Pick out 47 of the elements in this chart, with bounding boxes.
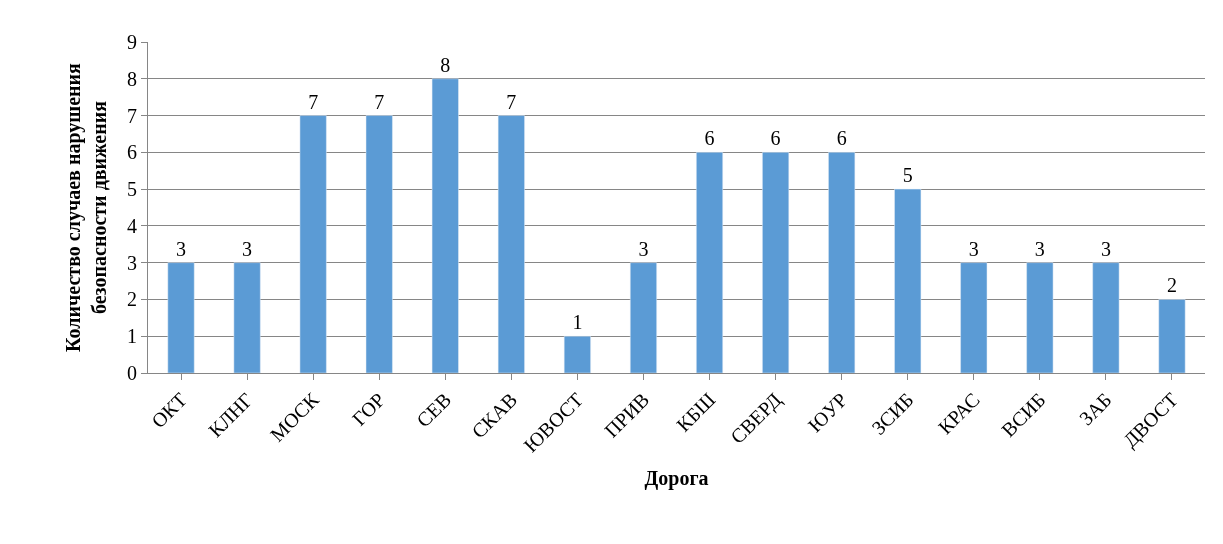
data-label: 3: [176, 237, 187, 260]
data-label: 6: [704, 127, 715, 150]
bar: [431, 78, 459, 373]
data-label: 7: [506, 90, 517, 113]
bar: [1026, 262, 1054, 373]
data-label: 3: [1100, 237, 1111, 260]
data-label: 7: [308, 90, 319, 113]
data-label: 2: [1166, 274, 1177, 297]
y-tick-label: 0: [127, 362, 137, 384]
data-label: 3: [638, 237, 649, 260]
y-tick-label: 8: [127, 67, 137, 90]
data-label: 7: [374, 90, 385, 113]
y-tick-label: 9: [127, 31, 137, 53]
x-tick-label: ГОР: [347, 388, 390, 430]
data-label: 3: [242, 237, 253, 260]
data-label: 6: [836, 127, 847, 150]
y-axis-title: Количество случаев нарушения безопасности движения: [61, 62, 110, 352]
y-tick-label: 3: [127, 251, 137, 274]
bar: [1092, 262, 1120, 373]
x-tick-label: ЗАБ: [1074, 388, 1116, 430]
data-label: 8: [440, 53, 451, 76]
bar: [167, 262, 195, 373]
bar: [1158, 299, 1186, 373]
bar: [762, 152, 790, 373]
y-tick-label: 5: [127, 178, 137, 201]
y-tick-label: 6: [127, 141, 137, 164]
data-label: 3: [968, 237, 979, 260]
bar: [960, 262, 988, 373]
y-tick-label: 4: [127, 214, 137, 237]
y-tick-label: 7: [127, 104, 137, 127]
data-label: 5: [902, 164, 913, 187]
bar: [894, 188, 922, 373]
bar: [630, 262, 657, 373]
bar: [497, 115, 525, 373]
y-tick-label: 2: [127, 288, 137, 311]
data-label: 6: [770, 127, 781, 150]
bar: [563, 335, 591, 373]
x-axis-title: Дорога: [644, 466, 709, 490]
data-label: 1: [572, 311, 583, 334]
bar: [696, 152, 723, 373]
y-tick-label: 1: [127, 325, 137, 348]
bar: [365, 115, 393, 373]
bar: [233, 262, 261, 373]
data-label: 3: [1034, 237, 1045, 260]
bar: [828, 152, 856, 373]
bar: [299, 115, 327, 373]
x-tick-label: СЕВ: [412, 388, 456, 432]
